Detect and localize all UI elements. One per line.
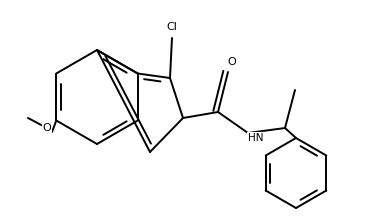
Text: HN: HN [248,133,263,143]
Text: O: O [43,123,51,133]
Text: Cl: Cl [167,22,177,32]
Text: O: O [228,57,236,67]
